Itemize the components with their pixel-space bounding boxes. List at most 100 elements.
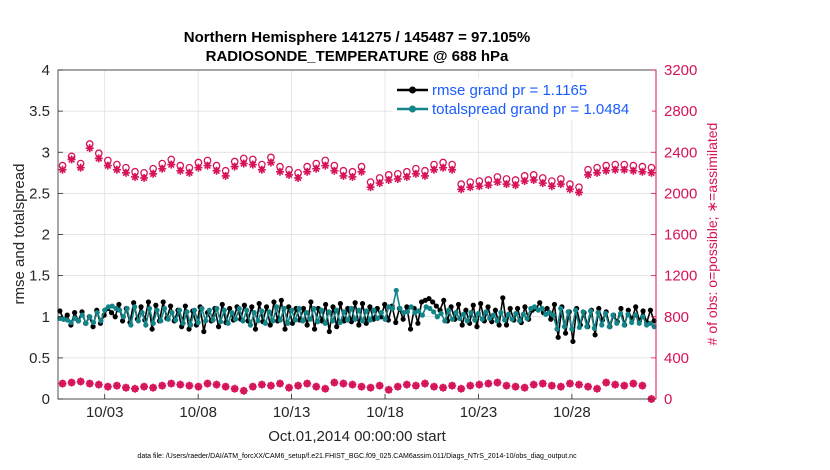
spread-point [367, 317, 373, 323]
spread-point [554, 326, 560, 332]
obs-low-assimilated-point [67, 378, 76, 387]
obs-assimilated-point [275, 167, 284, 176]
rmse-point [459, 322, 465, 328]
spread-point [277, 317, 283, 323]
spread-point [558, 305, 564, 312]
spread-point [374, 315, 381, 321]
spread-point [587, 308, 594, 314]
rmse-point [215, 324, 222, 330]
spread-point [404, 309, 411, 315]
spread-point [472, 317, 478, 323]
obs-low-assimilated-point [511, 382, 520, 391]
spread-point [502, 317, 508, 323]
spread-point [498, 310, 504, 316]
obs-low-assimilated-point [176, 380, 185, 389]
spread-point [180, 320, 186, 326]
spread-point [173, 317, 179, 323]
rmse-point [522, 304, 528, 310]
spread-point [550, 312, 556, 318]
obs-low-assimilated-point [131, 384, 140, 393]
spread-point [128, 322, 134, 328]
legend-rmse-label: rmse grand pr = 1.1165 [432, 82, 587, 99]
rmse-point [326, 328, 332, 335]
obs-low-assimilated-point [149, 383, 158, 392]
legend: rmse grand pr = 1.1165 totalspread grand… [392, 78, 652, 120]
rmse-point [455, 301, 462, 308]
rmse-point [430, 299, 436, 305]
spread-point [445, 307, 452, 313]
obs-low-assimilated-point [520, 383, 529, 392]
legend-box [392, 78, 652, 120]
obs-low-assimilated-point [502, 381, 511, 390]
y-axis-label-left: rmse and totalspread [11, 164, 28, 305]
obs-low-assimilated-point [484, 379, 493, 388]
spread-point [150, 320, 156, 326]
rmse-point [478, 300, 484, 307]
obs-assimilated-point [312, 164, 321, 173]
spread-point [311, 305, 317, 312]
obs-low-assimilated-point [529, 380, 538, 389]
obs-assimilated-point [602, 166, 611, 175]
obs-assimilated-point [556, 180, 565, 189]
spread-point [288, 307, 295, 313]
obs-assimilated-point [611, 165, 620, 174]
obs-low-assimilated-point [76, 377, 85, 386]
spread-point [75, 318, 82, 324]
obs-assimilated-point [321, 161, 330, 170]
y-tick-label-left: 2 [42, 227, 50, 244]
spread-point [647, 320, 653, 326]
obs-low-assimilated-point [475, 380, 484, 389]
spread-point [315, 319, 321, 325]
rmse-point [116, 301, 122, 308]
spread-point [206, 307, 212, 313]
obs-assimilated-point [457, 185, 466, 194]
spread-point [408, 304, 414, 310]
y-tick-label-left: 2.5 [29, 185, 50, 202]
obs-assimilated-point [194, 163, 203, 172]
obs-low-assimilated-point [384, 385, 393, 394]
spread-point [457, 315, 463, 321]
rmse-point [382, 301, 388, 308]
rmse-point [356, 322, 362, 328]
spread-point [378, 310, 384, 316]
spread-point [281, 305, 287, 312]
spread-point [341, 309, 347, 315]
obs-low-assimilated-point [339, 379, 348, 388]
spread-point [236, 305, 242, 312]
spread-point [591, 325, 597, 331]
obs-assimilated-point [493, 178, 502, 187]
rmse-point [308, 299, 314, 305]
rmse-point [271, 299, 277, 305]
spread-point [419, 312, 426, 318]
obs-low-assimilated-point [420, 379, 429, 388]
spread-point [195, 319, 201, 326]
rmse-point [131, 300, 137, 306]
spread-point [158, 318, 164, 324]
obs-assimilated-point [103, 161, 112, 170]
rmse-point [112, 314, 118, 320]
obs-assimilated-point [629, 166, 638, 175]
spread-point [262, 320, 269, 326]
spread-point [83, 320, 89, 326]
spread-point [188, 322, 194, 328]
obs-low-assimilated-point [411, 381, 420, 390]
spread-point [270, 318, 276, 324]
spread-point [468, 310, 474, 316]
obs-low-assimilated-point [321, 384, 330, 393]
obs-low-assimilated-point [547, 381, 556, 390]
spread-point [531, 304, 538, 310]
rmse-point [433, 303, 439, 309]
spread-point [509, 316, 515, 322]
spread-point [296, 305, 302, 312]
obs-low-assimilated-point [348, 380, 357, 389]
spread-point [247, 322, 254, 328]
obs-assimilated-point [230, 162, 239, 171]
rmse-point [496, 322, 502, 328]
rmse-point [562, 330, 569, 336]
y-tick-label-right: 2800 [664, 103, 697, 120]
rmse-point [647, 307, 654, 313]
y-tick-label-left: 3.5 [29, 103, 50, 120]
rmse-point [108, 310, 115, 316]
spread-point [614, 320, 620, 326]
